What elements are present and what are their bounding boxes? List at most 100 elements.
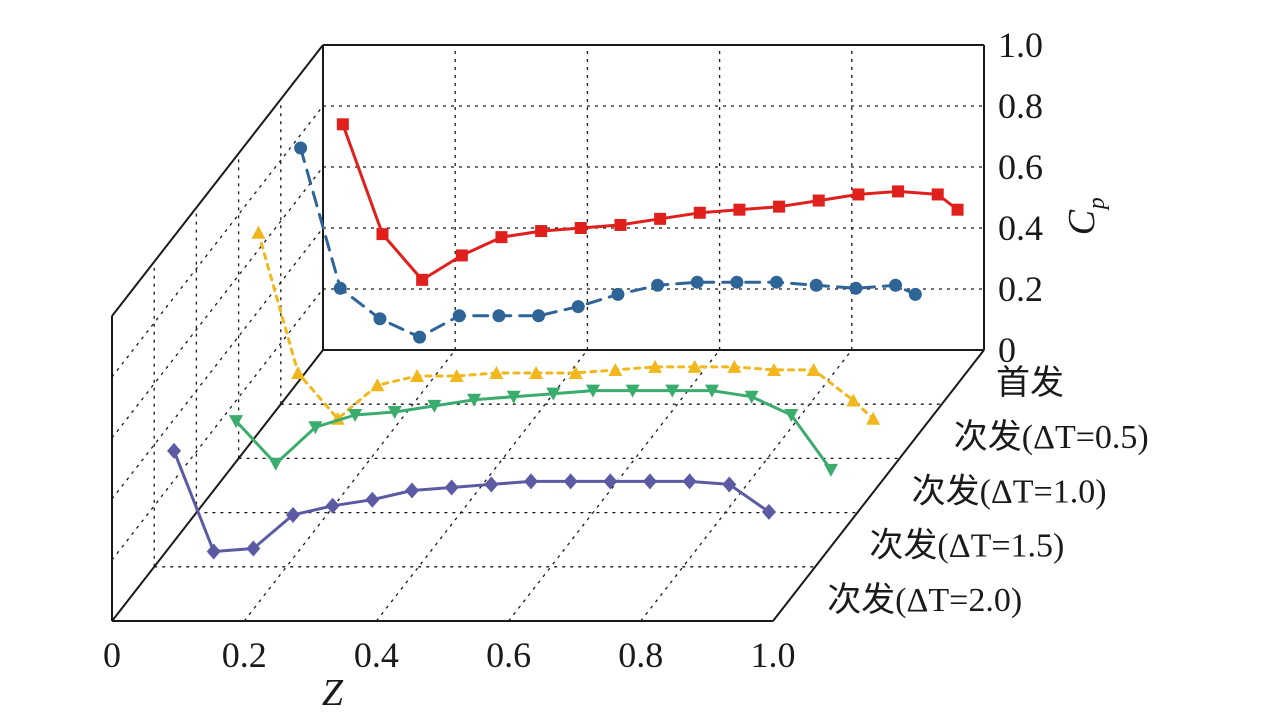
z-axis-title-subscript: p [1084,197,1110,211]
data-point [770,275,784,289]
data-point [206,543,221,560]
data-point [823,463,838,477]
z-tick-label: 1.0 [998,25,1043,65]
z-tick-label: 0.4 [998,208,1043,248]
data-point [336,118,349,131]
data-point [492,309,506,323]
data-point [648,359,663,373]
data-point [370,378,385,392]
data-point [333,281,347,295]
data-point [489,366,504,379]
series-line [172,449,771,553]
data-point [246,540,261,557]
series-line [256,231,875,421]
data-point [586,384,600,398]
depth-axis-line [772,349,985,622]
data-point [410,369,425,383]
data-point [651,278,665,292]
data-point [506,390,521,404]
side-wall-grid-z [111,105,324,378]
floor-left-edge [111,349,324,622]
series-1 [336,118,964,286]
data-point [532,309,546,323]
floor-grid-x [243,349,456,622]
data-point [404,482,419,499]
data-point [348,409,363,422]
data-point [523,473,538,490]
z-axis-title: C p [1061,197,1110,235]
data-point [951,203,964,216]
x-tick-label: 0.8 [618,635,663,675]
series-line [341,122,960,282]
data-point [376,228,389,241]
data-point [568,366,583,379]
data-point [773,200,786,213]
x-tick-label: 0.2 [222,635,267,675]
data-point [535,225,548,238]
z-tick-label: 0.8 [998,86,1043,126]
data-point [682,473,697,490]
data-point [291,366,306,379]
data-point [931,188,944,201]
x-tick-label: 0 [103,635,121,675]
floor-grid-x [508,349,721,622]
data-point [449,369,464,383]
data-point [722,476,737,493]
data-point [614,218,627,231]
data-point [784,409,799,422]
category-label: 次发(ΔT=2.0) [827,581,1022,619]
x-tick-label: 0.4 [354,635,399,675]
data-point [444,479,459,496]
z-axis-title-main: C [1061,209,1103,235]
data-point [571,300,585,314]
data-point [387,405,402,419]
data-point [427,399,442,413]
data-point [455,249,468,262]
data-point [416,273,429,286]
data-point [809,278,823,292]
x-tick-label: 1.0 [751,635,796,675]
data-point [611,287,625,301]
z-tick-label: 0.2 [998,269,1043,309]
data-point [413,330,427,344]
data-point [704,384,719,398]
data-point [608,362,623,376]
category-label: 次发(ΔT=1.5) [869,527,1064,565]
data-point [167,442,182,459]
data-point [452,309,466,323]
side-wall-grid-z [111,166,324,439]
data-point [727,359,742,373]
side-wall-grid-z [111,288,324,561]
axis-labels: Z C p 0 0.2 0.4 0.6 0.8 1.0 0 0.2 0.4 0.6 0.8 1.0 首发… [103,25,1149,714]
category-label: 次发(ΔT=0.5) [954,418,1149,456]
data-point [574,222,587,234]
data-point [730,275,744,289]
data-point [495,231,508,244]
series-group [167,118,964,560]
data-point [806,362,821,376]
data-point [268,457,283,471]
data-point [892,185,905,198]
data-point [889,278,903,292]
data-point [251,225,266,239]
data-point [529,366,544,379]
z-tick-label: 0.6 [998,147,1043,187]
data-point [812,194,825,207]
data-point [846,393,861,407]
axes-frame [111,44,985,622]
data-point [294,141,308,155]
data-point [852,188,865,201]
data-point [866,411,881,425]
data-point [603,473,618,490]
series-5 [167,442,776,560]
data-point [744,390,759,404]
data-point [767,362,782,376]
data-point [733,203,746,216]
data-point [761,503,776,520]
side-wall-grid-z [111,227,324,500]
data-point [908,287,922,301]
x-tick-label: 0.6 [486,635,531,675]
data-point [546,387,561,401]
